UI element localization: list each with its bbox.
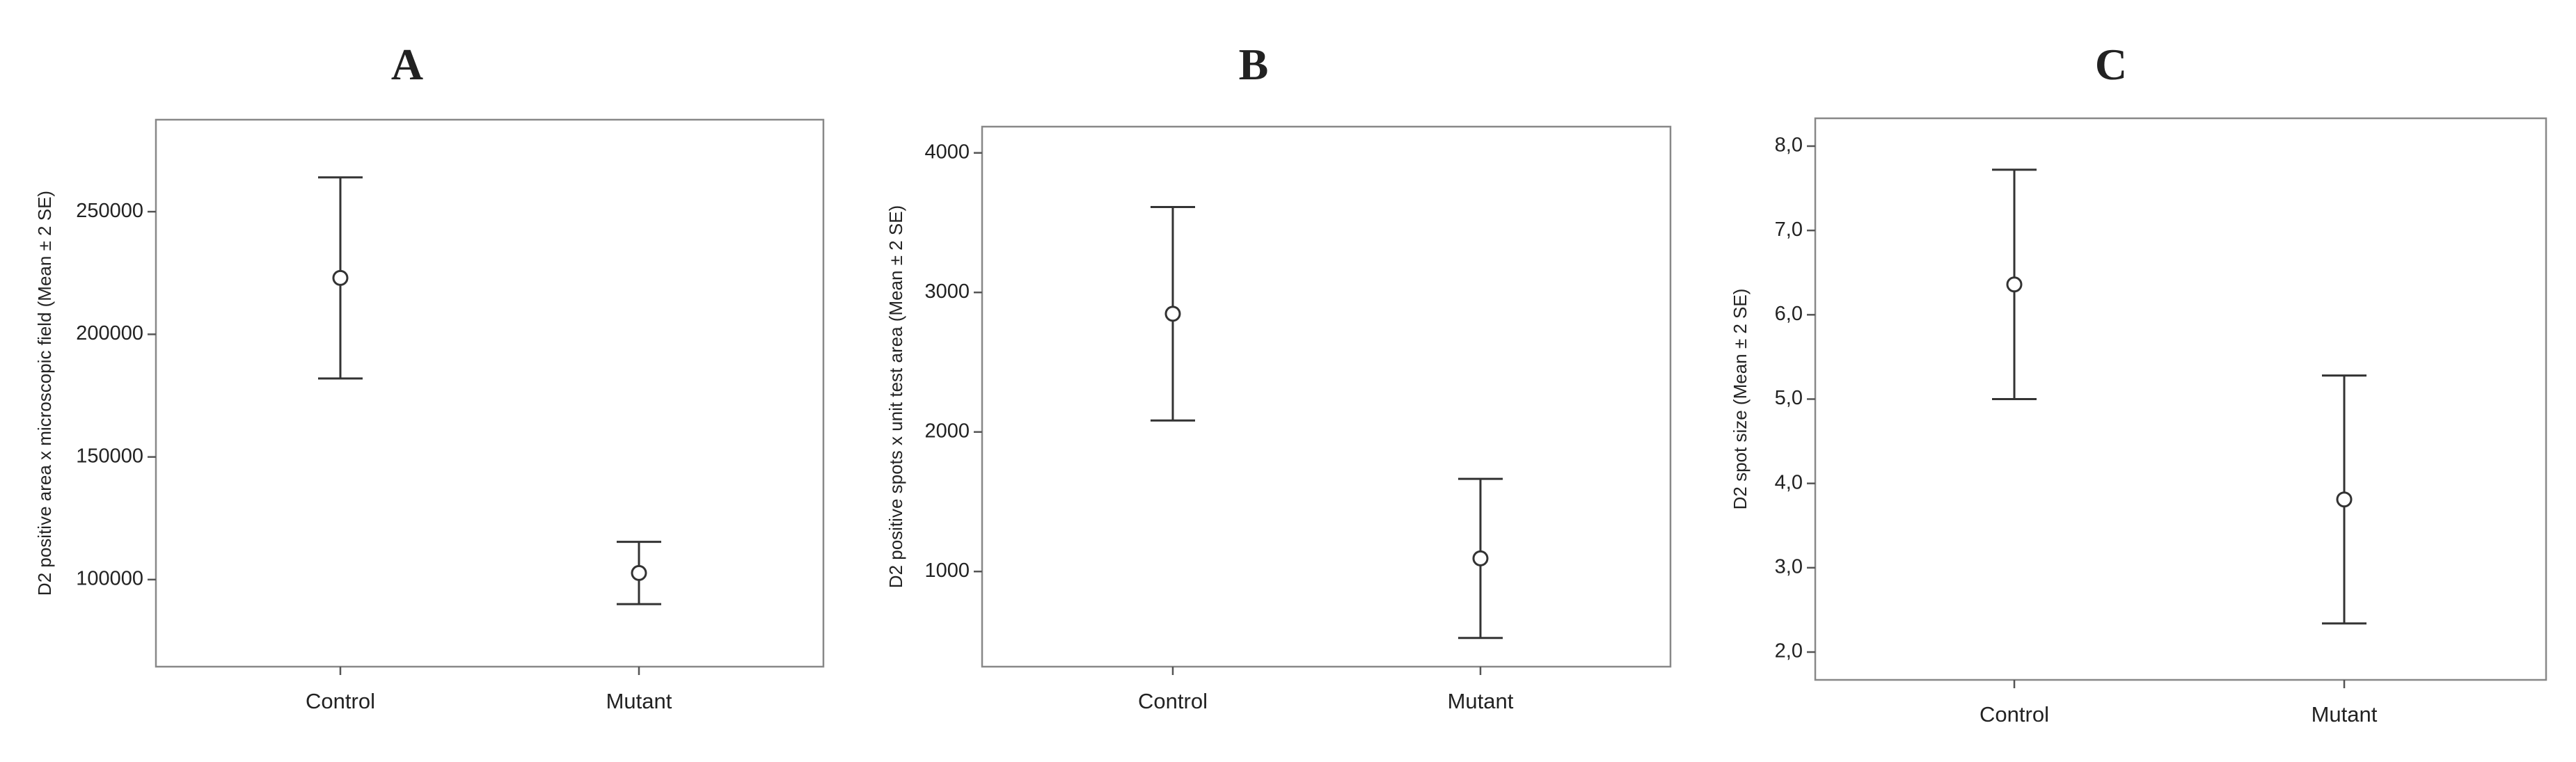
- y-axis-label: D2 positive area x microscopic field (Me…: [34, 191, 55, 596]
- mean-marker: [1472, 550, 1489, 566]
- y-tick-label: 2000: [924, 420, 970, 442]
- y-tick-label: 7,0: [1775, 219, 1803, 241]
- plot-frame: [981, 125, 1672, 668]
- chart-title: A: [391, 40, 423, 89]
- y-tick-label: 4000: [924, 141, 970, 163]
- y-tick-label: 100000: [76, 568, 143, 590]
- x-tick-label: Mutant: [606, 689, 672, 713]
- y-tick-label: 3,0: [1775, 555, 1803, 578]
- plot-frame: [155, 118, 825, 668]
- plot-frame: [1814, 117, 2547, 681]
- mean-marker: [2336, 491, 2353, 508]
- y-tick-label: 1000: [924, 559, 970, 582]
- y-tick-label: 250000: [76, 200, 143, 222]
- x-tick-label: Control: [1980, 702, 2049, 727]
- x-tick-label: Mutant: [1448, 689, 1514, 713]
- mean-marker: [631, 564, 647, 581]
- x-tick-label: Control: [1138, 689, 1208, 713]
- mean-marker: [1164, 305, 1181, 322]
- y-tick-label: 4,0: [1775, 471, 1803, 493]
- x-tick-label: Control: [306, 689, 375, 713]
- x-tick-label: Mutant: [2312, 702, 2378, 727]
- mean-marker: [2006, 276, 2023, 293]
- chart-title: B: [1239, 40, 1269, 89]
- y-axis-label: D2 spot size (Mean ± 2 SE): [1730, 289, 1751, 510]
- y-axis-label: D2 positive spots x unit test area (Mean…: [885, 205, 906, 588]
- chart-title: C: [2095, 40, 2127, 89]
- y-tick-label: 8,0: [1775, 134, 1803, 157]
- y-tick-label: 2,0: [1775, 640, 1803, 662]
- y-tick-label: 3000: [924, 280, 970, 303]
- mean-marker: [332, 269, 349, 286]
- y-tick-label: 5,0: [1775, 387, 1803, 409]
- y-tick-label: 200000: [76, 322, 143, 344]
- y-tick-label: 6,0: [1775, 303, 1803, 325]
- y-tick-label: 150000: [76, 445, 143, 467]
